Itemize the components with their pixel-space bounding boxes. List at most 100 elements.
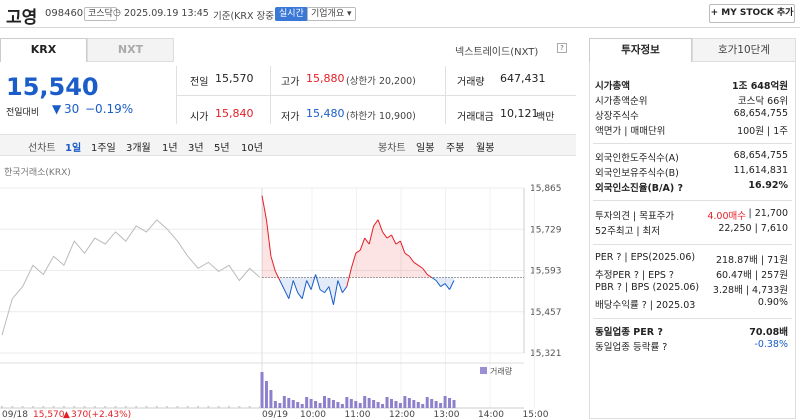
period-5y[interactable]: 5년 — [214, 143, 230, 154]
price-area — [320, 277, 325, 293]
x-tick-label: 11:00 — [345, 410, 371, 419]
info-value: 코스닥 66위 — [737, 96, 788, 107]
x-tick-label: 12:00 — [389, 410, 415, 419]
realtime-badge[interactable]: 실시간 — [275, 7, 308, 21]
candle-monthly[interactable]: 월봉 — [476, 143, 495, 154]
price-segment — [359, 237, 366, 251]
prev-day-line — [1, 219, 261, 336]
volume-bar-prev — [93, 406, 96, 408]
volume-bar — [372, 400, 376, 408]
price-segment — [386, 234, 392, 239]
help-icon[interactable]: ? — [557, 43, 567, 53]
candle-daily[interactable]: 일봉 — [416, 143, 435, 154]
volume-bar — [430, 399, 434, 408]
volume-bar — [416, 402, 420, 408]
price-segment — [391, 234, 397, 245]
volume-bar — [336, 402, 340, 408]
period-1d[interactable]: 1일 — [65, 143, 82, 154]
period-3m[interactable]: 3개월 — [126, 143, 151, 154]
tab-krx[interactable]: KRX — [0, 38, 87, 62]
price-segment — [408, 255, 415, 263]
period-3y[interactable]: 3년 — [188, 143, 204, 154]
volume-bar-prev — [176, 406, 179, 408]
volume-bar — [314, 401, 318, 408]
price-area — [328, 277, 334, 305]
period-tabs: 1일 1주일 3개월 1년 3년 5년 10년 — [0, 139, 300, 154]
price-area — [400, 241, 405, 278]
price-segment — [364, 237, 370, 245]
volume-bar — [398, 403, 402, 408]
candle-tabs: 일봉 주봉 월봉 — [0, 139, 576, 154]
price-segment — [270, 256, 276, 272]
company-overview-button[interactable]: 기업개요 ▾ — [307, 7, 356, 21]
legend-pct: (+2.43%) — [88, 410, 131, 419]
tab-investment-info[interactable]: 투자정보 — [589, 38, 692, 62]
info-label: 외국인보유주식수(B) — [595, 168, 679, 179]
info-value: -0.38% — [754, 339, 788, 350]
info-label: 외국인소진율(B/A) ? — [595, 183, 684, 194]
price-area — [413, 262, 419, 278]
add-mystock-button[interactable]: + MY STOCK 추가 — [709, 4, 795, 23]
price-segment — [301, 280, 308, 299]
info-label: PER ? | EPS(2025.06) — [595, 252, 696, 263]
amount-unit: 백만 — [536, 112, 555, 123]
info-value: 0.90% — [757, 297, 788, 308]
volume-bar — [354, 401, 358, 408]
info-label: 시가총액 — [595, 81, 630, 92]
tab-nxt[interactable]: NXT — [87, 38, 174, 62]
volume-bar — [349, 399, 353, 408]
lower-limit: (하한가 10,900) — [346, 111, 416, 122]
price-area — [418, 265, 423, 278]
volume-bar-prev — [186, 406, 189, 408]
info-row: 52주최고 | 최저 22,250 | 7,610 — [589, 223, 794, 237]
info-row: PER ? | EPS(2025.06) 218.87배 | 71원 — [589, 252, 794, 266]
volume-bar-prev — [62, 406, 65, 408]
price-area — [404, 253, 410, 278]
stock-name: 고영 — [6, 8, 38, 28]
stock-header — [0, 0, 800, 28]
candle-weekly[interactable]: 주봉 — [446, 143, 465, 154]
prev-close-value: 15,570 — [215, 72, 254, 85]
tab-orderbook[interactable]: 호가10단계 — [692, 38, 796, 62]
price-area — [351, 253, 356, 278]
volume-bar — [407, 398, 411, 408]
open-label: 시가 — [190, 112, 209, 123]
volume-bar-prev — [238, 406, 241, 408]
price-area — [284, 277, 289, 299]
price-segment — [355, 249, 361, 254]
volume-bar — [448, 398, 452, 408]
price-segment — [404, 252, 410, 257]
info-label: 추정PER ? | EPS ? — [595, 270, 674, 281]
price-segment — [279, 280, 285, 290]
volume-bar — [331, 400, 335, 408]
volume-bar — [282, 396, 286, 408]
volume-bar-prev — [259, 406, 261, 408]
price-segment — [288, 280, 294, 299]
volume-bar-prev — [155, 406, 158, 408]
volume-bar — [323, 396, 327, 408]
investment-rows: 시가총액 1조 648억원 시가총액순위 코스닥 66위 상장주식수 68,654,755… — [589, 38, 796, 398]
info-row: 시가총액순위 코스닥 66위 — [589, 93, 794, 107]
panel-divider — [593, 318, 792, 319]
period-1w[interactable]: 1주일 — [91, 143, 116, 154]
info-row: 외국인보유주식수(B) 11,614,831 — [589, 165, 794, 179]
price-area — [440, 277, 446, 287]
volume-bar-prev — [21, 406, 24, 408]
volume-bar-prev — [135, 406, 138, 408]
price-segment — [332, 280, 339, 305]
info-value: 68,654,755 — [733, 150, 788, 161]
price-segment — [292, 280, 299, 293]
period-10y[interactable]: 10년 — [241, 143, 263, 154]
price-segment — [431, 277, 437, 281]
volume-label: 거래량 — [457, 77, 485, 88]
price-segment — [265, 219, 272, 257]
volume-bar-prev — [217, 406, 220, 408]
opinion-value: 4.00매수 — [707, 211, 746, 222]
nextrade-link[interactable]: 넥스트레이드(NXT) — [455, 47, 539, 58]
volume-bar — [296, 402, 300, 408]
info-row: 동일업종 등락률 ? -0.38% — [589, 339, 794, 353]
period-1y[interactable]: 1년 — [162, 143, 178, 154]
price-area — [266, 219, 271, 278]
price-segment — [346, 268, 352, 287]
price-segment — [306, 280, 312, 290]
